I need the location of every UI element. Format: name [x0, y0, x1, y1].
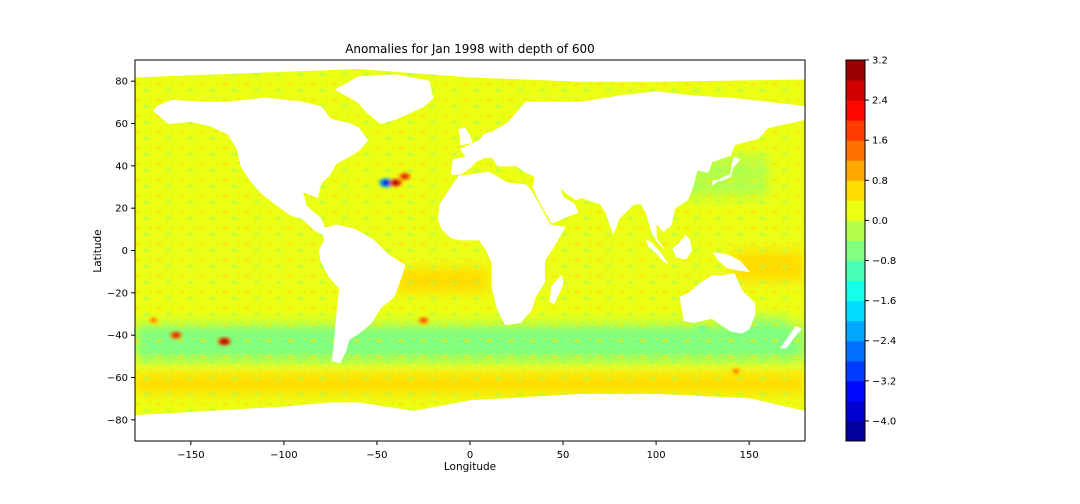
colorbar-tick-label: 3.2 [872, 56, 888, 67]
land-mass [135, 60, 805, 82]
land-mass [135, 393, 805, 441]
land-mass [713, 252, 750, 273]
colorbar-band [846, 60, 865, 81]
x-tick-label: 100 [647, 450, 666, 461]
colorbar-band [846, 260, 865, 282]
y-tick-label: 0 [122, 246, 128, 257]
anomaly-hotspot [699, 326, 706, 331]
colorbar-band [846, 120, 865, 141]
anomaly-hotspot [391, 180, 400, 186]
colorbar-tick-label: −3.2 [872, 376, 896, 387]
land-mass [549, 275, 564, 304]
colorbar-band [846, 200, 865, 221]
land-mass [318, 224, 406, 364]
colorbar-tick-label: −1.6 [872, 296, 896, 307]
colorbar-tick-label: −2.4 [872, 336, 896, 347]
x-tick-label: −150 [177, 450, 204, 461]
colorbar-band [846, 420, 865, 442]
x-tick-label: −100 [270, 450, 297, 461]
land-mass [780, 326, 802, 349]
colorbar-band [846, 220, 865, 241]
land-mass [646, 239, 668, 264]
land-mass [153, 97, 369, 235]
chart-title: Anomalies for Jan 1998 with depth of 600 [345, 42, 595, 56]
land-mass [335, 74, 434, 124]
anomaly-hotspot [733, 369, 740, 374]
x-tick-label: −50 [366, 450, 387, 461]
y-tick-label: 20 [115, 204, 128, 215]
land-mass [458, 127, 473, 146]
colorbar-band [846, 360, 865, 382]
y-tick-label: −80 [107, 415, 128, 426]
colorbar-band [846, 240, 865, 262]
land-mass [450, 91, 805, 249]
colorbar-band [846, 180, 865, 201]
anomaly-hotspot [401, 174, 409, 179]
x-tick-label: 50 [557, 450, 570, 461]
land-mass [711, 156, 741, 186]
colorbar-band [846, 80, 865, 101]
y-axis-label: Latitude [92, 229, 104, 272]
colorbar-band [846, 160, 865, 181]
colorbar-tick-label: −4.0 [872, 416, 896, 427]
colorbar-band [846, 300, 865, 322]
anomaly-hotspot [150, 318, 157, 323]
colorbar-band [846, 400, 865, 422]
y-tick-label: −60 [107, 373, 128, 384]
y-tick-label: 60 [115, 119, 128, 130]
x-axis-label: Longitude [444, 461, 496, 473]
colorbar-tick-label: 2.4 [872, 96, 888, 107]
land-mass [437, 171, 566, 326]
y-tick-label: 80 [115, 77, 128, 88]
x-tick-label: 150 [740, 450, 759, 461]
y-tick-label: −20 [107, 288, 128, 299]
anomaly-hotspot [420, 318, 427, 323]
anomaly-hotspot [172, 332, 180, 338]
colorbar-tick-label: 1.6 [872, 136, 888, 147]
y-tick-label: −40 [107, 331, 128, 342]
x-tick-label: 0 [467, 450, 473, 461]
land-mass [679, 273, 756, 334]
colorbar-band [846, 140, 865, 161]
colorbar-frame [845, 59, 866, 442]
anomaly-hotspot [381, 179, 391, 186]
y-axis: −80 −60 −40 −20 0 20 40 60 80 [107, 77, 135, 426]
colorbar-tick-label: 0.8 [872, 176, 888, 187]
land-mass [672, 235, 692, 260]
colorbar-tick-label: 0.0 [872, 216, 888, 227]
plot-area [135, 60, 805, 441]
colorbar-band [846, 280, 865, 302]
colorbar-tick-label: −0.8 [872, 256, 896, 267]
colorbar: 3.2 2.4 1.6 0.8 0.0 −0.8 −1.6 −2.4 −3.2 −4.0 [845, 56, 896, 442]
colorbar-band [846, 380, 865, 402]
colorbar-band [846, 320, 865, 342]
colorbar-band [846, 340, 865, 362]
anomaly-hotspot [220, 338, 229, 345]
x-axis: −150 −100 −50 0 50 100 150 [177, 441, 759, 461]
land-mask [135, 60, 805, 441]
colorbar-band [846, 100, 865, 121]
y-tick-label: 40 [115, 161, 128, 172]
